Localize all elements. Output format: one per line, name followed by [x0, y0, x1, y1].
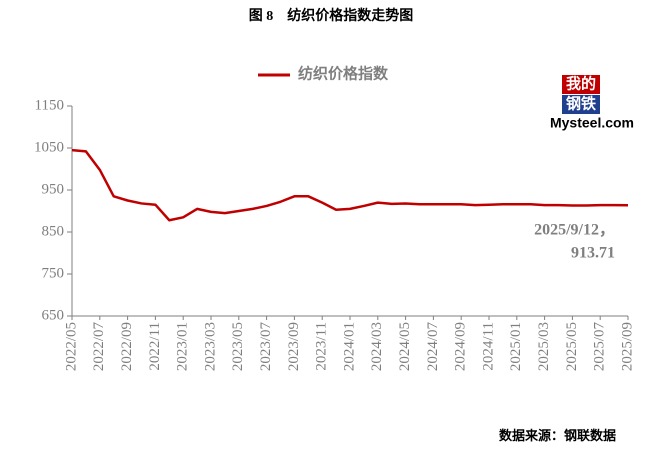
- x-tick-label: 2024/07: [425, 322, 441, 372]
- annotation: 913.71: [571, 245, 615, 262]
- x-tick-label: 2025/01: [508, 322, 524, 371]
- x-tick-label: 2022/05: [63, 322, 79, 371]
- x-tick-label: 2023/01: [175, 322, 191, 371]
- x-tick-label: 2025/09: [619, 322, 635, 371]
- x-tick-label: 2023/03: [202, 322, 218, 371]
- x-tick-label: 2023/09: [286, 322, 302, 371]
- logo-box: [562, 95, 600, 114]
- x-tick-label: 2025/07: [592, 322, 608, 372]
- x-tick-label: 2023/05: [230, 322, 246, 371]
- y-tick-label: 1150: [35, 97, 64, 113]
- x-tick-label: 2025/03: [536, 322, 552, 371]
- logo: 我的 钢铁 Mysteel.com: [550, 74, 634, 130]
- line-series: [71, 148, 629, 222]
- x-tick-label: 2024/03: [369, 322, 385, 371]
- x-tick-label: 2024/01: [341, 322, 357, 371]
- y-tick-label: 850: [42, 223, 65, 239]
- x-tick-label: 2022/07: [91, 322, 107, 372]
- logo-text: Mysteel.com: [550, 115, 634, 131]
- chart-title: 图 8 纺织价格指数走势图: [249, 7, 414, 24]
- x-tick-label: 2025/05: [564, 322, 580, 371]
- logo-text: 我的: [566, 74, 596, 92]
- x-tick-label: 2023/07: [258, 322, 274, 372]
- y-tick-label: 750: [42, 265, 65, 281]
- y-tick-label: 650: [42, 307, 65, 323]
- logo-box: [562, 75, 600, 94]
- y-tick-label: 1050: [34, 139, 64, 155]
- x-tick-label: 2022/11: [147, 322, 163, 371]
- x-tick-label: 2024/09: [453, 322, 469, 371]
- x-tick-label: 2024/11: [480, 322, 496, 371]
- x-tick-label: 2023/11: [314, 322, 330, 371]
- source: 数据来源：钢联数据: [499, 428, 616, 443]
- logo-text: 钢铁: [566, 94, 596, 112]
- y-tick-label: 950: [42, 181, 65, 197]
- x-tick-label: 2024/05: [397, 322, 413, 371]
- x-tick-label: 2022/09: [119, 322, 135, 371]
- annotation: 2025/9/12，: [534, 222, 615, 239]
- legend-label: 纺织价格指数: [298, 64, 389, 82]
